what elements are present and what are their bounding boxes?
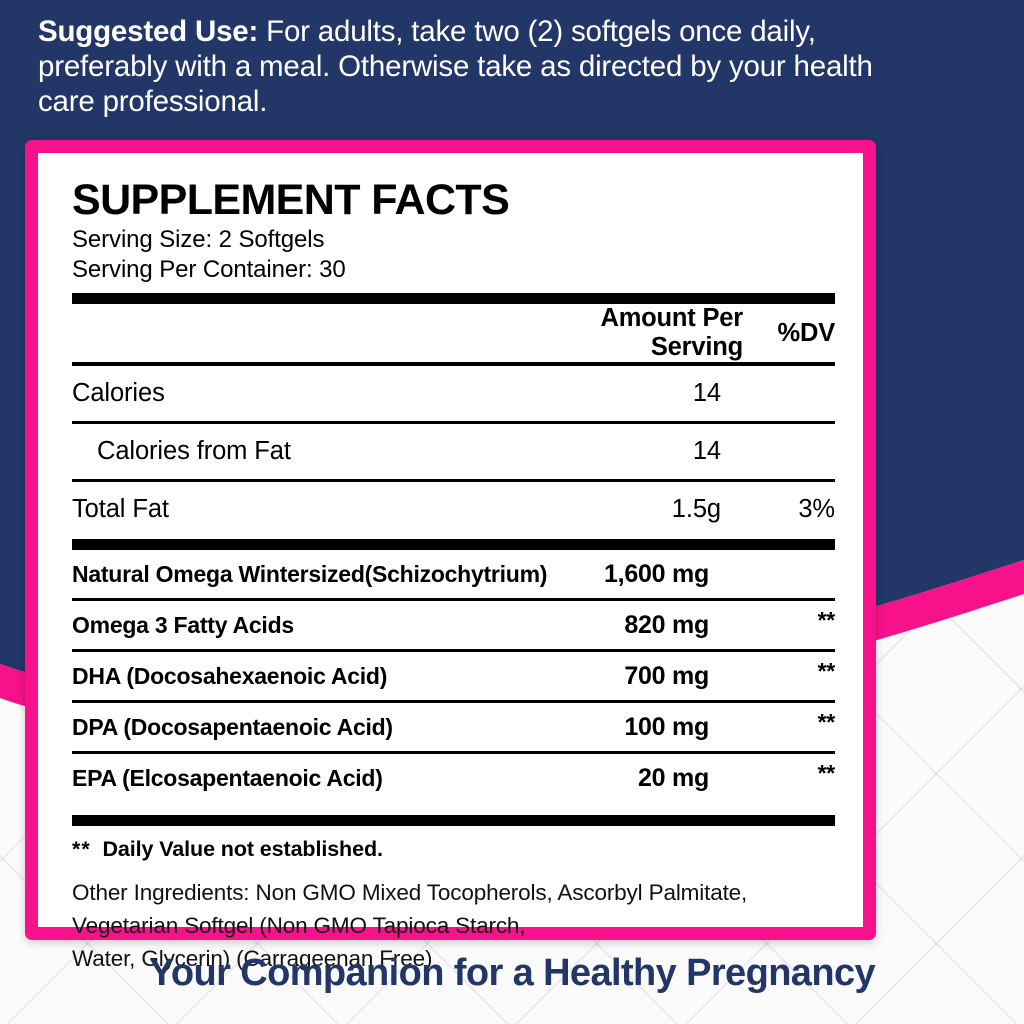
- row-amount: 1.5g: [671, 495, 721, 523]
- row-label: DHA (Docosahexaenoic Acid): [72, 662, 388, 689]
- supplement-facts-card: SUPPLEMENT FACTS Serving Size: 2 Softgel…: [25, 140, 876, 971]
- suggested-use-text: Suggested Use: For adults, take two (2) …: [38, 14, 898, 119]
- row-amount: 20 mg: [637, 763, 709, 792]
- row-amount: 14: [692, 379, 721, 407]
- suggested-use-body: For adults, take two (2) softgels once d…: [38, 15, 873, 118]
- row-label: EPA (Elcosapentaenoic Acid): [72, 764, 383, 791]
- suggested-use-label: Suggested Use:: [38, 15, 259, 48]
- divider-row-1: [72, 421, 835, 424]
- serving-size: Serving Size: 2 Softgels: [72, 226, 325, 253]
- divider-nutrient-3: [72, 751, 835, 754]
- other-ingredients: Other Ingredients: Non GMO Mixed Tocophe…: [72, 880, 748, 971]
- row-amount: 820 mg: [624, 610, 709, 639]
- row-dv: **: [817, 709, 836, 735]
- basic-nutrition-rows-3: Total Fat 1.5g 3%: [72, 482, 835, 537]
- nutrient-row-3: DPA (Docosapentaenoic Acid) 100 mg **: [72, 703, 835, 751]
- divider-thick-mid: [72, 539, 835, 550]
- row-label: Calories from Fat: [97, 437, 291, 465]
- nutrient-row-4: EPA (Elcosapentaenoic Acid) 20 mg **: [72, 754, 835, 802]
- header-percent-dv: %DV: [777, 318, 836, 347]
- row-dv: **: [817, 607, 836, 633]
- row-dv: **: [817, 760, 836, 786]
- row-label: Natural Omega Wintersized(Schizochytrium…: [72, 560, 548, 587]
- nutrient-row-0: Natural Omega Wintersized(Schizochytrium…: [72, 550, 835, 598]
- row-dv: [743, 424, 835, 479]
- divider-thick-top: [72, 293, 835, 304]
- row-label: Total Fat: [72, 495, 169, 523]
- nutrient-row-2: DHA (Docosahexaenoic Acid) 700 mg **: [72, 652, 835, 700]
- footnote-marks: **: [72, 837, 91, 861]
- table-row: Omega 3 Fatty Acids 820 mg **: [72, 601, 835, 649]
- row-dv: [743, 366, 835, 421]
- table-row: Natural Omega Wintersized(Schizochytrium…: [72, 550, 835, 598]
- tagline: Your Companion for a Healthy Pregnancy: [148, 952, 876, 994]
- row-dv: [743, 550, 835, 598]
- row-label: DPA (Docosapentaenoic Acid): [72, 713, 393, 740]
- row-amount: 100 mg: [624, 712, 709, 741]
- servings-per-container: Serving Per Container: 30: [72, 255, 346, 283]
- header-spacer: [72, 304, 557, 362]
- daily-value-footnote: ** Daily Value not established.: [72, 826, 835, 862]
- header-amount-per-serving: Amount Per Serving: [600, 304, 743, 361]
- row-dv: 3%: [798, 495, 835, 523]
- divider-nutrient-1: [72, 649, 835, 652]
- table-row: EPA (Elcosapentaenoic Acid) 20 mg **: [72, 754, 835, 802]
- table-row: DHA (Docosahexaenoic Acid) 700 mg **: [72, 652, 835, 700]
- divider-thick-bottom: [72, 815, 835, 826]
- supplement-facts-panel: SUPPLEMENT FACTS Serving Size: 2 Softgel…: [38, 153, 863, 971]
- footnote-text: Daily Value not established.: [102, 837, 383, 861]
- basic-nutrition-rows: Calories 14: [72, 366, 835, 421]
- nutrient-row-1: Omega 3 Fatty Acids 820 mg **: [72, 601, 835, 649]
- divider-under-header: [72, 362, 835, 366]
- divider-nutrient-0: [72, 598, 835, 601]
- divider-row-2: [72, 479, 835, 482]
- table-row: Calories from Fat 14: [72, 424, 835, 479]
- row-label: Omega 3 Fatty Acids: [72, 611, 294, 638]
- row-amount: 1,600 mg: [603, 559, 709, 588]
- table-row: Total Fat 1.5g 3%: [72, 482, 835, 537]
- divider-nutrient-2: [72, 700, 835, 703]
- row-label: Calories: [72, 379, 165, 407]
- table-row: Calories 14: [72, 366, 835, 421]
- supplement-facts-table: Amount Per Serving %DV: [72, 304, 835, 362]
- basic-nutrition-rows-2: Calories from Fat 14: [72, 424, 835, 479]
- table-row: DPA (Docosapentaenoic Acid) 100 mg **: [72, 703, 835, 751]
- supplement-facts-title: SUPPLEMENT FACTS: [72, 176, 510, 224]
- row-amount: 700 mg: [624, 661, 709, 690]
- row-dv: **: [817, 658, 836, 684]
- row-amount: 14: [692, 437, 721, 465]
- table-header-row: Amount Per Serving %DV: [72, 304, 835, 362]
